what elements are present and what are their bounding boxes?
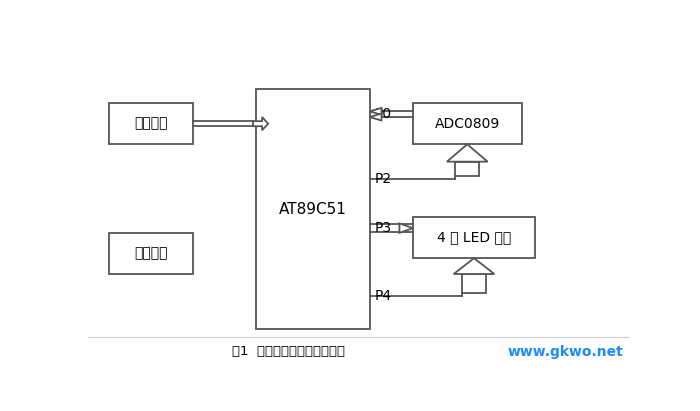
Polygon shape: [370, 113, 382, 120]
Text: P3: P3: [375, 221, 392, 235]
Text: 图1  数字电压表系统设计方案: 图1 数字电压表系统设计方案: [232, 345, 344, 358]
Text: AT89C51: AT89C51: [279, 202, 346, 217]
Text: P2: P2: [375, 172, 392, 186]
Text: ADC0809: ADC0809: [435, 117, 500, 131]
Text: 上电复位: 上电复位: [134, 117, 168, 131]
Bar: [413, 217, 535, 258]
Polygon shape: [253, 117, 268, 130]
Text: 4 位 LED 显示: 4 位 LED 显示: [437, 231, 511, 245]
Text: 电源电路: 电源电路: [134, 247, 168, 261]
Polygon shape: [400, 223, 413, 233]
Polygon shape: [370, 108, 382, 115]
Bar: [413, 103, 522, 144]
Text: www.gkwo.net: www.gkwo.net: [507, 344, 623, 358]
Text: P0: P0: [375, 107, 392, 121]
Bar: [462, 274, 486, 293]
Bar: [455, 162, 480, 176]
Bar: [109, 103, 193, 144]
Polygon shape: [454, 258, 494, 274]
Bar: [256, 89, 370, 329]
Bar: [109, 233, 193, 274]
Text: P4: P4: [375, 289, 392, 303]
Polygon shape: [447, 144, 488, 162]
